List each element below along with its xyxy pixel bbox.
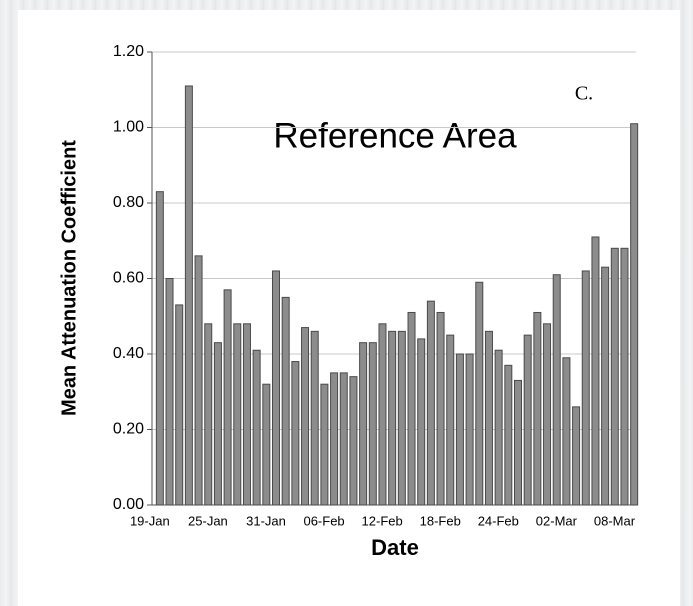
bar <box>281 296 290 506</box>
bar <box>301 327 310 506</box>
x-tick-label: 06-Feb <box>303 513 344 528</box>
bar <box>330 372 339 506</box>
bar <box>349 376 358 506</box>
bar <box>465 353 474 506</box>
bar <box>475 281 484 506</box>
bar <box>417 338 426 506</box>
x-axis-label: Date <box>371 535 419 560</box>
bar <box>436 311 445 506</box>
bar <box>359 342 368 506</box>
bar <box>310 330 319 506</box>
bar <box>378 323 387 506</box>
bar <box>610 247 619 506</box>
bar <box>552 274 561 506</box>
bar <box>272 270 280 506</box>
x-tick-label: 19-Jan <box>130 513 170 528</box>
y-tick-label: 0.20 <box>113 421 144 438</box>
bar <box>320 383 329 506</box>
bar <box>368 342 377 506</box>
bar <box>407 311 416 506</box>
bar <box>484 330 493 506</box>
bar <box>242 323 251 506</box>
bar <box>581 270 590 506</box>
x-tick-label: 31-Jan <box>246 513 286 528</box>
bar <box>562 357 571 506</box>
bar <box>252 349 261 506</box>
y-tick-label: 1.20 <box>113 43 144 60</box>
bar <box>165 278 174 506</box>
bar <box>572 406 581 506</box>
bar <box>533 311 542 506</box>
bar <box>223 289 232 506</box>
bar <box>523 334 532 506</box>
bar <box>213 342 222 506</box>
y-tick-label: 0.80 <box>113 194 144 211</box>
y-tick-label: 0.60 <box>113 270 144 287</box>
x-tick-label: 08-Mar <box>594 513 636 528</box>
bar <box>194 255 203 506</box>
bar <box>543 323 552 506</box>
bar <box>175 304 184 506</box>
bar <box>233 323 242 506</box>
y-axis-label: Mean Attenuation Coefficient <box>58 140 80 416</box>
bar <box>397 330 406 506</box>
bar <box>388 330 397 506</box>
annotation: Reference Area <box>273 116 517 155</box>
x-tick-label: 25-Jan <box>188 513 228 528</box>
x-tick-label: 18-Feb <box>420 513 461 528</box>
bar <box>262 383 271 506</box>
bar <box>426 300 435 506</box>
bar <box>291 361 300 506</box>
y-tick-label: 0.40 <box>113 345 144 362</box>
annotation: C. <box>575 83 593 105</box>
bar <box>630 123 639 506</box>
bar <box>184 85 193 506</box>
bar <box>339 372 348 506</box>
bar <box>494 349 503 506</box>
bar <box>446 334 455 506</box>
bar <box>620 247 629 506</box>
bar <box>591 236 600 506</box>
bar <box>601 266 610 506</box>
bar <box>455 353 464 506</box>
x-tick-label: 12-Feb <box>362 513 403 528</box>
bar <box>204 323 213 506</box>
x-tick-label: 02-Mar <box>536 513 578 528</box>
y-tick-label: 1.00 <box>113 119 144 136</box>
x-tick-label: 24-Feb <box>478 513 519 528</box>
y-tick-label: 0.00 <box>113 496 144 513</box>
bar <box>514 379 522 506</box>
bar <box>155 191 164 506</box>
bar <box>504 364 513 506</box>
panel <box>18 10 680 606</box>
